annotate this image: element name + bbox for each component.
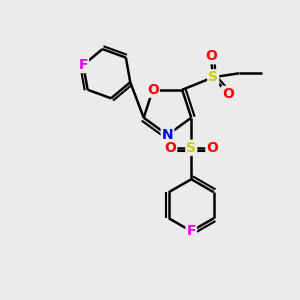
Text: S: S (186, 141, 196, 155)
Text: F: F (79, 58, 88, 72)
Text: O: O (205, 49, 217, 63)
Text: S: S (208, 70, 218, 84)
Text: O: O (147, 83, 159, 97)
Text: O: O (164, 141, 176, 155)
Text: F: F (187, 224, 196, 238)
Text: O: O (206, 141, 218, 155)
Text: O: O (222, 87, 234, 101)
Text: N: N (162, 128, 173, 142)
